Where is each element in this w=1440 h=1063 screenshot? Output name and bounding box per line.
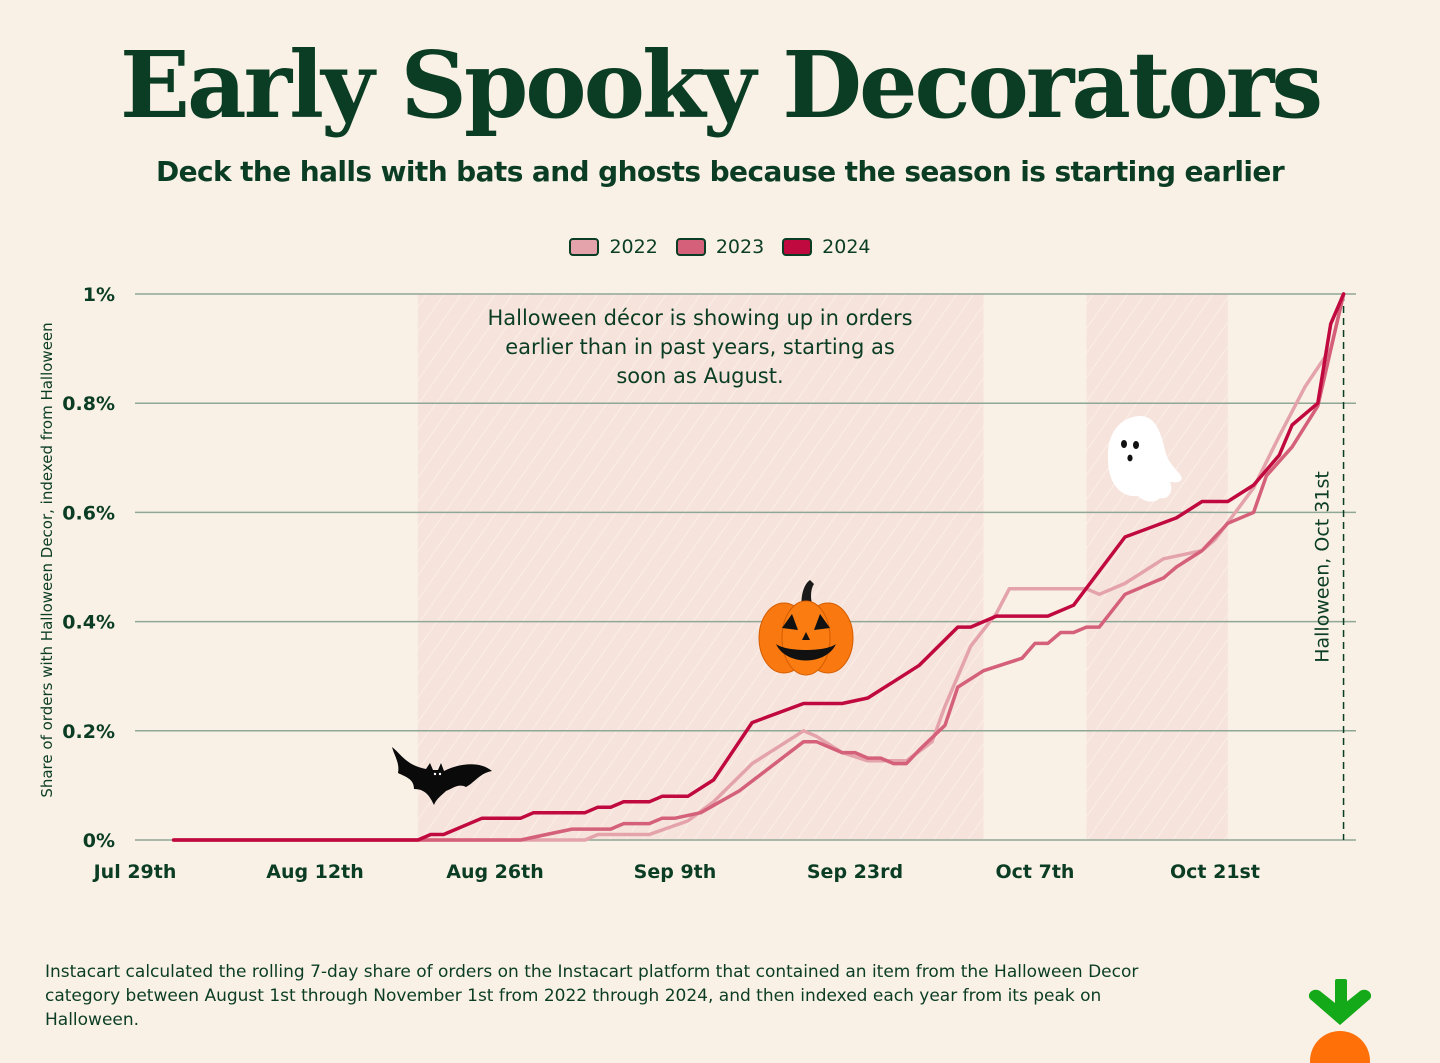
- series-line-2024: [171, 292, 1346, 842]
- footnote: Instacart calculated the rolling 7-day s…: [45, 962, 1139, 1030]
- chart-annotation: Halloween décor is showing up in orders …: [487, 306, 913, 388]
- legend-item-2022: 2022: [569, 236, 658, 258]
- page-subtitle: Deck the halls with bats and ghosts beca…: [155, 155, 1285, 188]
- pumpkin-icon: [758, 580, 854, 676]
- legend: 2022 2023 2024: [0, 236, 1440, 258]
- reference-line-label: Halloween, Oct 31st: [1312, 471, 1334, 663]
- legend-item-2024: 2024: [782, 236, 871, 258]
- legend-swatch-2023: [675, 238, 706, 256]
- highlight-band: [1086, 294, 1228, 840]
- x-tick-label: Sep 23rd: [807, 861, 903, 883]
- legend-label-2024: 2024: [822, 236, 871, 258]
- series-line-2023: [171, 292, 1346, 842]
- x-tick-label: Aug 26th: [446, 861, 544, 883]
- x-tick-label: Oct 21st: [1170, 861, 1260, 883]
- x-tick-label: Aug 12th: [266, 861, 364, 883]
- y-tick-label: 0.2%: [62, 721, 115, 743]
- x-tick-label: Jul 29th: [92, 861, 177, 883]
- y-tick-label: 0%: [83, 830, 115, 852]
- legend-swatch-2024: [782, 238, 813, 256]
- ghost-icon: [1107, 416, 1182, 502]
- legend-label-2023: 2023: [715, 236, 765, 258]
- highlight-band: [417, 294, 984, 840]
- y-tick-label: 0.8%: [62, 393, 115, 415]
- instacart-carrot-logo: [1308, 979, 1372, 1063]
- y-tick-label: 0.4%: [62, 612, 115, 634]
- page-title: Early Spooky Decorators: [119, 31, 1323, 139]
- legend-swatch-2022: [569, 238, 600, 256]
- x-tick-label: Sep 9th: [634, 861, 717, 883]
- y-axis-label: Share of orders with Halloween Decor, in…: [38, 322, 56, 798]
- y-tick-label: 0.6%: [62, 502, 115, 524]
- bat-icon: [392, 747, 492, 805]
- legend-item-2023: 2023: [675, 236, 765, 258]
- legend-label-2022: 2022: [609, 236, 658, 258]
- x-tick-label: Oct 7th: [996, 861, 1075, 883]
- y-tick-label: 1%: [83, 284, 115, 306]
